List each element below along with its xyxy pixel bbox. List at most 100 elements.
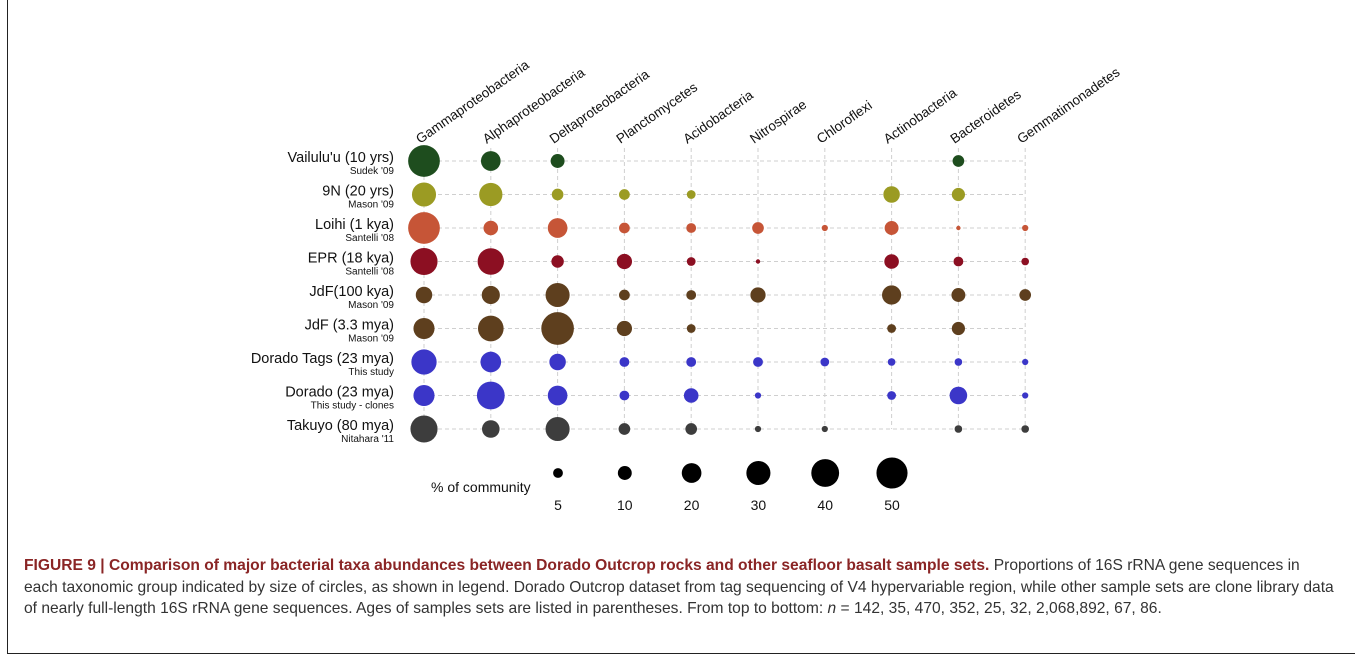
legend-bubble [617, 466, 632, 480]
row-source-label: This study - clones [311, 401, 394, 412]
row-label: EPR (18 kya) [308, 251, 394, 267]
data-bubble [750, 287, 766, 303]
data-bubble [686, 357, 697, 367]
column-label: Gemmatimonadetes [1014, 64, 1122, 146]
column-label: Chloroflexi [814, 98, 875, 147]
data-bubble [551, 188, 564, 201]
row-source-label: Santelli '08 [345, 267, 394, 278]
data-bubble [545, 282, 570, 308]
data-bubble [619, 222, 630, 234]
data-bubble [411, 182, 437, 207]
data-bubble [752, 222, 764, 234]
data-bubble [686, 324, 696, 333]
legend-bubble [811, 459, 840, 487]
data-bubble [1021, 425, 1030, 433]
legend-size-label: 40 [817, 497, 833, 513]
data-bubble [541, 312, 574, 345]
data-bubble [887, 324, 896, 333]
data-bubble [884, 254, 899, 269]
data-bubble [683, 388, 699, 403]
data-bubble [821, 425, 828, 433]
data-bubble [953, 256, 964, 267]
data-bubble [686, 190, 696, 199]
column-label: Bacteroidetes [948, 87, 1024, 147]
data-bubble [483, 220, 499, 236]
data-bubble [619, 289, 630, 301]
data-bubble [1021, 257, 1030, 266]
data-bubble [547, 218, 568, 238]
row-label: JdF(100 kya) [309, 284, 394, 300]
column-label: Nitrospirae [747, 97, 809, 147]
row-label: JdF (3.3 mya) [305, 318, 394, 334]
data-bubble [686, 290, 697, 300]
data-bubble [1022, 392, 1029, 399]
row-label: 9N (20 yrs) [322, 184, 394, 200]
row-source-label: This study [348, 367, 394, 378]
data-bubble [754, 392, 762, 399]
data-bubble [415, 286, 433, 304]
row-source-label: Santelli '08 [345, 233, 394, 244]
row-source-label: Mason '09 [348, 200, 394, 211]
data-bubble [547, 385, 568, 406]
row-source-label: Sudek '09 [350, 166, 395, 177]
row-label: Vailulu'u (10 yrs) [288, 150, 394, 166]
data-bubble [954, 358, 963, 366]
data-bubble [619, 189, 630, 200]
data-bubble [411, 349, 437, 375]
data-bubble [482, 420, 500, 438]
data-bubble [550, 154, 565, 168]
row-source-label: Nitahara '11 [341, 434, 394, 445]
data-bubble [887, 391, 896, 400]
data-bubble [954, 425, 963, 433]
legend-size-label: 30 [751, 497, 767, 513]
legend-size-label: 5 [554, 497, 562, 513]
data-bubble [616, 253, 633, 270]
data-bubble [477, 315, 504, 342]
data-bubble [413, 317, 435, 340]
data-bubble [476, 381, 505, 410]
data-bubble [481, 285, 500, 305]
figure-caption: FIGURE 9 | Comparison of major bacterial… [24, 555, 1334, 620]
data-bubble [887, 358, 896, 366]
data-bubble [1022, 358, 1029, 366]
legend-size-label: 20 [684, 497, 700, 513]
data-bubble [618, 423, 631, 435]
legend-bubble [553, 468, 563, 478]
data-bubble [408, 212, 440, 244]
legend-bubble [876, 457, 908, 489]
data-bubble [686, 223, 697, 233]
data-bubble [616, 320, 633, 337]
data-bubble [410, 415, 438, 443]
data-bubble [477, 248, 504, 275]
data-bubble [480, 351, 502, 373]
legend-bubble [681, 463, 702, 483]
column-label: Actinobacteria [881, 85, 960, 147]
data-bubble [685, 423, 698, 435]
caption-n-values: = 142, 35, 470, 352, 25, 32, 2,068,892, … [836, 600, 1162, 617]
data-bubble [549, 353, 566, 371]
data-bubble [551, 255, 564, 268]
frame-left-border [7, 0, 8, 654]
data-bubble [951, 187, 966, 202]
caption-title: Comparison of major bacterial taxa abund… [108, 557, 990, 574]
data-bubble [755, 259, 761, 264]
data-bubble [619, 390, 630, 401]
data-bubble [753, 357, 763, 367]
caption-text: Proportions of 16S rRNA gene sequences i… [24, 557, 1334, 617]
data-bubble [951, 321, 966, 336]
legend-size-label: 10 [617, 497, 633, 513]
data-bubble [408, 145, 440, 177]
data-bubble [821, 224, 828, 232]
row-source-label: Mason '09 [348, 334, 394, 345]
bubble-chart: GammaproteobacteriaAlphaproteobacteriaDe… [251, 57, 1123, 513]
data-bubble [884, 221, 899, 235]
data-bubble [754, 425, 762, 433]
data-bubble [1022, 224, 1029, 232]
data-bubble [956, 225, 961, 231]
legend-label: % of community [431, 479, 531, 495]
legend-bubble [746, 460, 771, 486]
data-bubble [882, 285, 902, 305]
row-label: Dorado Tags (23 mya) [251, 351, 394, 367]
column-label: Gammaproteobacteria [413, 57, 532, 147]
figure-label: FIGURE 9 | [24, 557, 109, 574]
